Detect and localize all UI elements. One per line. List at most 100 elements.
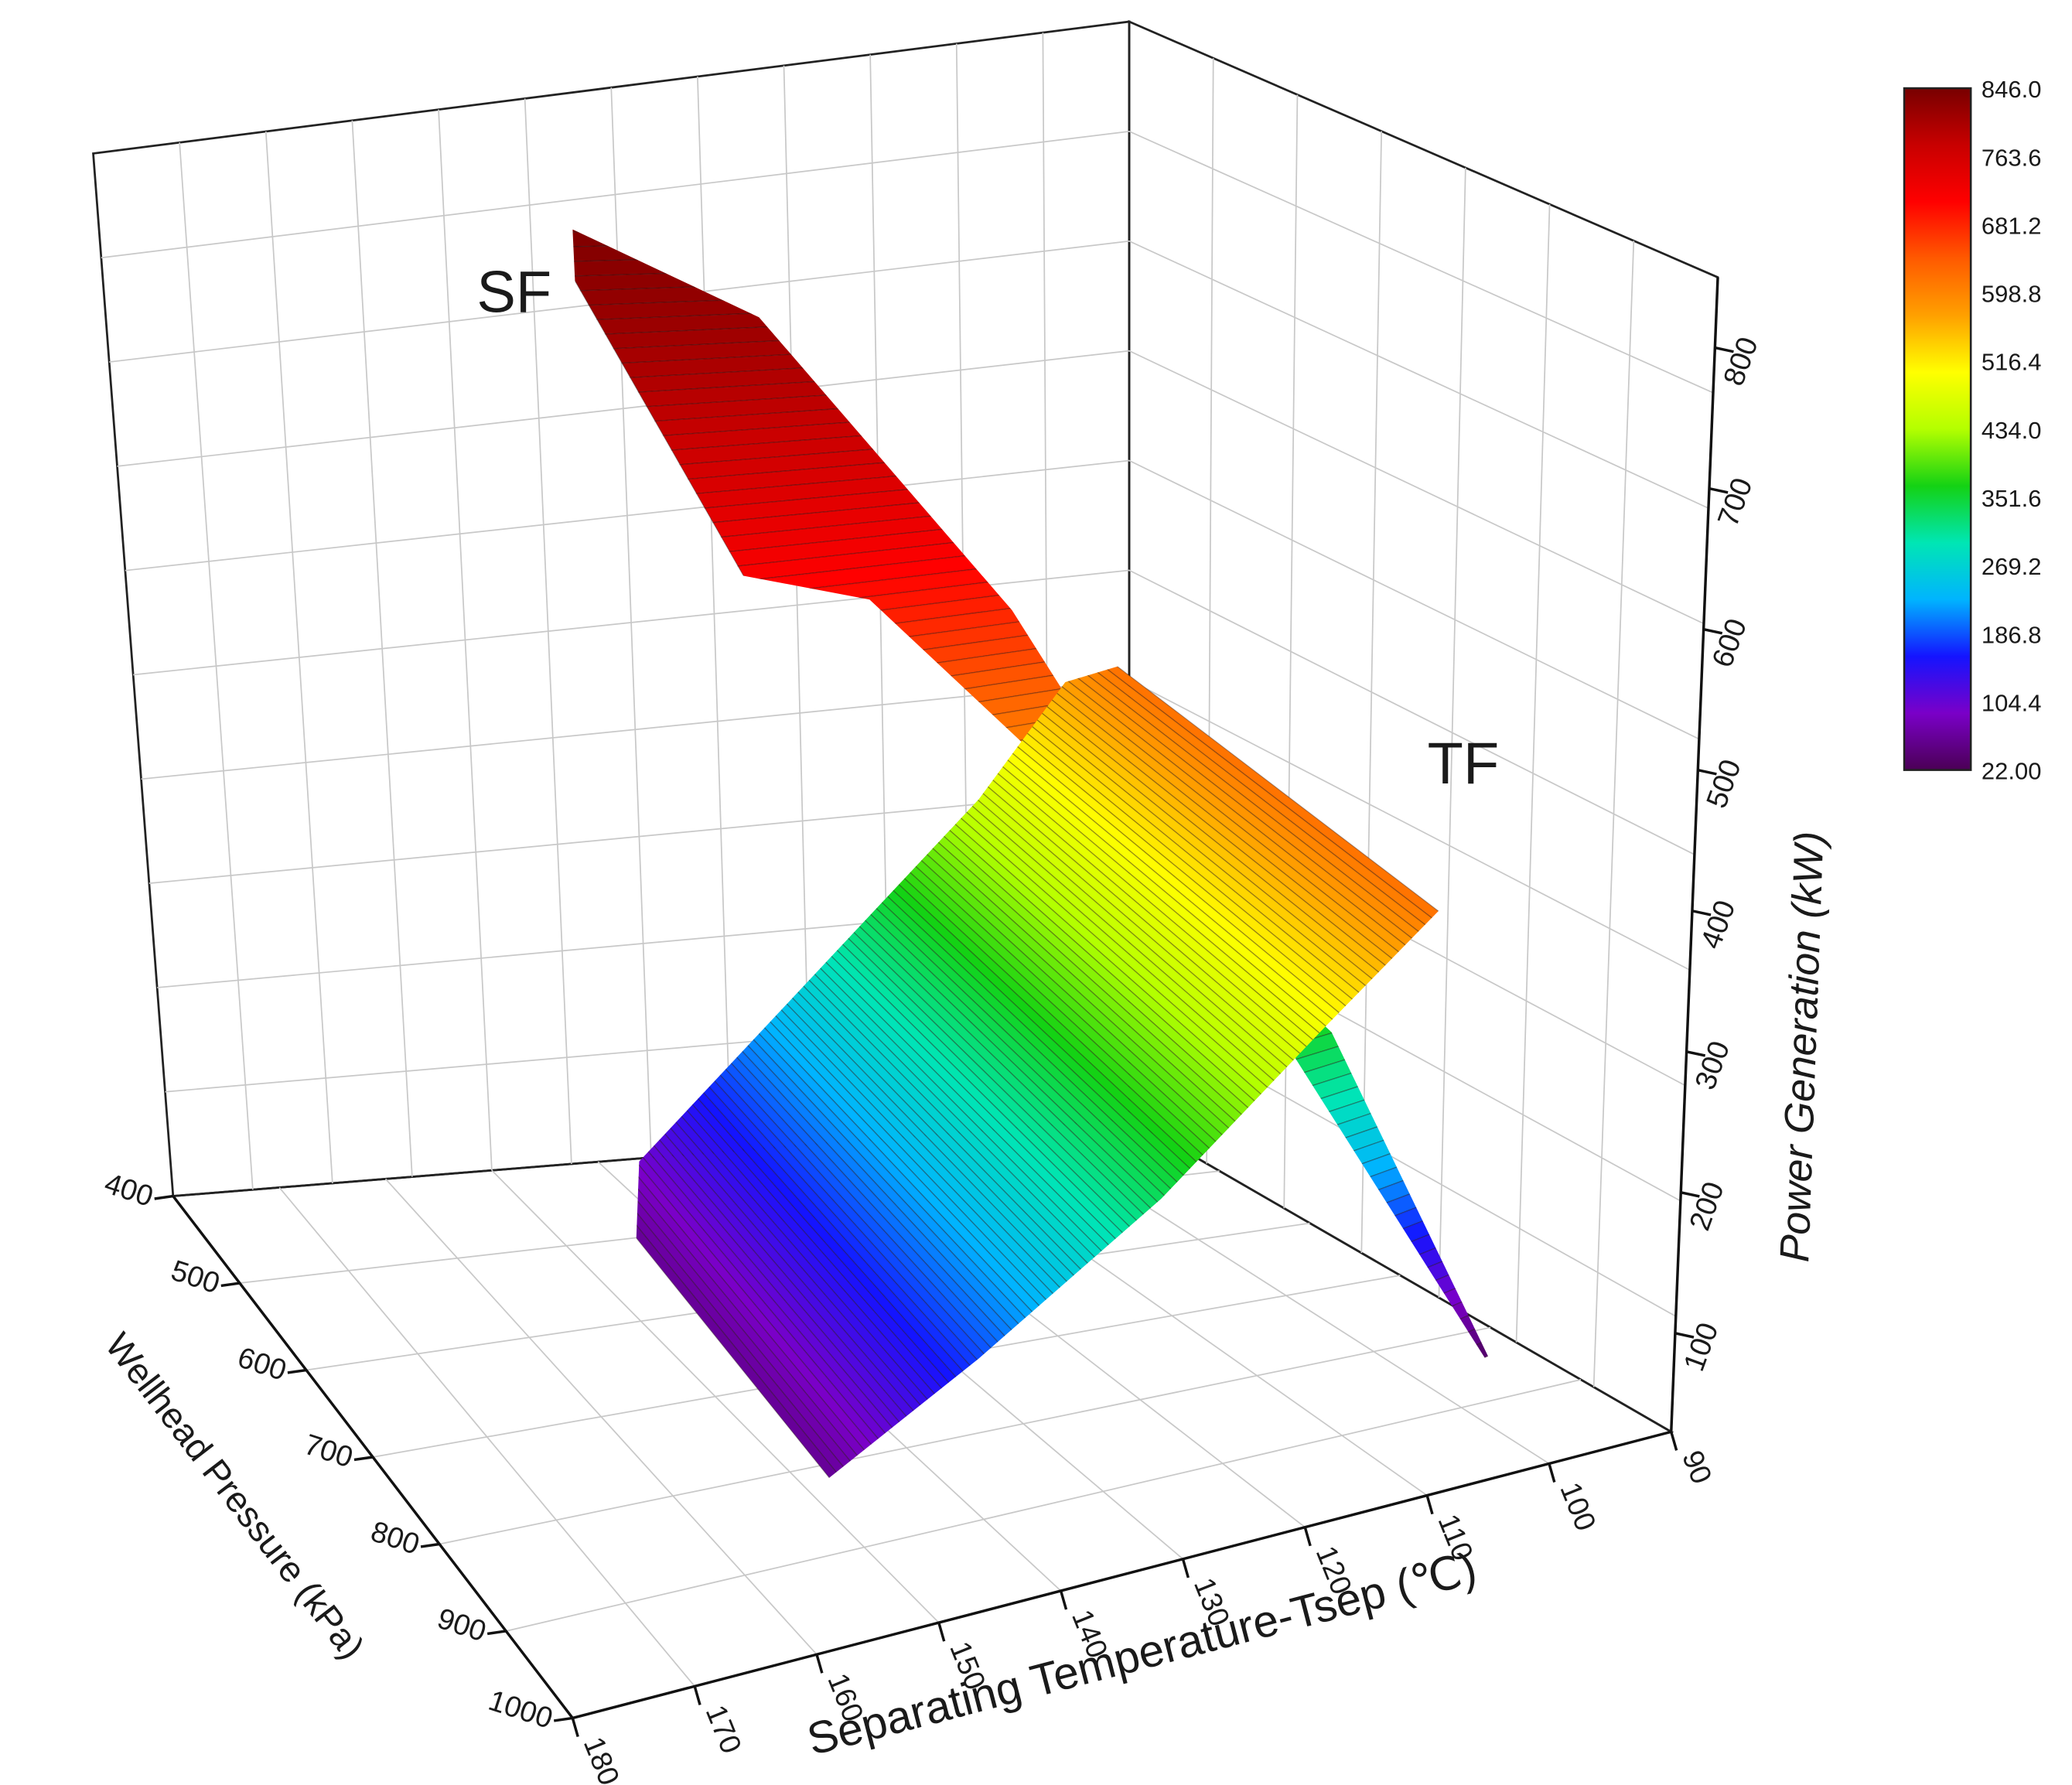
colorbar-tick-label: 269.2	[1982, 553, 2042, 580]
y-tick-label: 400	[101, 1167, 157, 1213]
z-tick	[1691, 910, 1712, 916]
surface-band	[986, 662, 1509, 1052]
colorbar-tick-label: 846.0	[1982, 76, 2042, 103]
z-tick-label: 600	[1706, 615, 1753, 672]
wall-gridline	[179, 142, 254, 1190]
z-tick-label: 100	[1678, 1319, 1725, 1376]
colorbar-ticks: 846.0 763.6 681.2 598.8 516.4 434.0 351.6 269.2…	[1982, 76, 2042, 785]
z-tick-label: 400	[1695, 896, 1742, 954]
wall-gridline	[783, 65, 811, 1145]
surface-band	[1217, 1254, 1503, 1386]
x-tick-label: 100	[1553, 1478, 1602, 1535]
y-tick	[287, 1368, 307, 1374]
y-tick	[420, 1542, 440, 1548]
colorbar-tick-label: 351.6	[1982, 485, 2042, 512]
z-tick-label: 800	[1718, 333, 1765, 391]
x-tick	[693, 1685, 701, 1705]
wall-gridline	[1592, 241, 1635, 1387]
y-tick	[154, 1194, 174, 1200]
y-tick	[353, 1456, 374, 1462]
floor-gridline	[439, 1326, 1491, 1545]
colorbar-tick-label: 186.8	[1982, 621, 2042, 648]
x-axis-title: Separating Temperature-Tsep (℃)	[802, 1543, 1481, 1765]
y-tick-label: 600	[234, 1341, 290, 1387]
surface-band	[1006, 662, 1509, 1021]
wall-gridline	[1438, 167, 1466, 1298]
surface-band	[1209, 1241, 1503, 1386]
y-tick	[553, 1716, 573, 1722]
x-tick	[1670, 1431, 1678, 1451]
y-axis-title: Wellhead Pressure (kPa)	[97, 1326, 372, 1667]
surface-band	[572, 229, 1046, 234]
colorbar-tick-label: 763.6	[1982, 144, 2042, 171]
surface-band	[523, 186, 1032, 203]
x-tick-label: 90	[1675, 1446, 1718, 1489]
surface-band	[1234, 1278, 1503, 1386]
y-tick-label: 800	[367, 1515, 423, 1561]
surface-band	[572, 248, 1065, 277]
surface-band	[1201, 1228, 1503, 1386]
z-tick	[1703, 627, 1723, 635]
x-tick	[815, 1654, 824, 1674]
colorbar-tick-label: 598.8	[1982, 281, 2042, 308]
wall-gridline	[1515, 204, 1551, 1343]
surface-band	[531, 198, 1038, 218]
surface-band	[1151, 1152, 1503, 1306]
z-tick	[1714, 346, 1734, 353]
z-tick	[1674, 1332, 1695, 1339]
x-tick	[937, 1622, 946, 1642]
x-tick	[1303, 1527, 1312, 1547]
colorbar: 846.0 763.6 681.2 598.8 516.4 434.0 351.6 269.2…	[1903, 76, 2042, 785]
wall-gridline	[351, 120, 413, 1177]
wall-gridline	[265, 131, 333, 1183]
series-label-sf: SF	[476, 259, 551, 325]
z-tick	[1697, 769, 1717, 776]
surface-band	[506, 160, 1019, 175]
back-right-pane	[1128, 19, 1719, 1434]
surface-band	[996, 662, 1509, 1036]
wall-gridline	[610, 87, 652, 1158]
z-tick	[1680, 1191, 1700, 1198]
wall-gridline	[524, 98, 572, 1164]
surface-band	[572, 229, 1053, 248]
y-tick	[486, 1630, 507, 1636]
wall-gridline	[1360, 131, 1383, 1254]
colorbar-tick-label: 22.00	[1982, 758, 2042, 785]
surface-band	[1143, 1138, 1503, 1292]
x-axis-line	[572, 1430, 1672, 1720]
y-tick-label: 700	[300, 1428, 357, 1474]
x-tick-label: 170	[699, 1701, 748, 1758]
colorbar-tick-label: 681.2	[1982, 212, 2042, 239]
y-tick	[220, 1282, 241, 1288]
z-axis-line	[1670, 277, 1719, 1432]
colorbar-tick-label: 104.4	[1982, 690, 2042, 717]
z-tick-label: 300	[1689, 1037, 1736, 1094]
z-tick-label: 500	[1701, 756, 1748, 813]
wall-gridline	[697, 76, 732, 1152]
floor-gridline	[506, 1379, 1582, 1632]
x-tick	[1059, 1590, 1068, 1610]
x-tick	[571, 1717, 579, 1738]
colorbar-tick-label: 434.0	[1982, 417, 2042, 444]
z-tick-label: 200	[1684, 1178, 1731, 1235]
x-tick	[1425, 1495, 1434, 1515]
colorbar-bar	[1903, 87, 1972, 771]
x-tick	[1181, 1558, 1190, 1579]
surface-band	[1001, 662, 1509, 1029]
series-label-tf: TF	[1428, 731, 1500, 797]
x-tick	[1548, 1462, 1556, 1483]
surface-band	[1242, 1292, 1503, 1386]
y-tick-label: 900	[433, 1602, 490, 1648]
wall-gridline	[109, 240, 1709, 509]
surface-tf	[626, 662, 1509, 1632]
z-tick-label: 700	[1712, 474, 1759, 531]
y-tick-label: 500	[167, 1254, 224, 1300]
z-tick	[1708, 486, 1729, 494]
surface-band	[1184, 1203, 1503, 1364]
y-tick-label: 1000	[484, 1684, 556, 1736]
surface-band	[992, 662, 1509, 1044]
z-axis-title: Power Generation (kW)	[1772, 831, 1832, 1263]
wall-gridline	[438, 109, 493, 1171]
colorbar-tick-label: 516.4	[1982, 349, 2042, 376]
